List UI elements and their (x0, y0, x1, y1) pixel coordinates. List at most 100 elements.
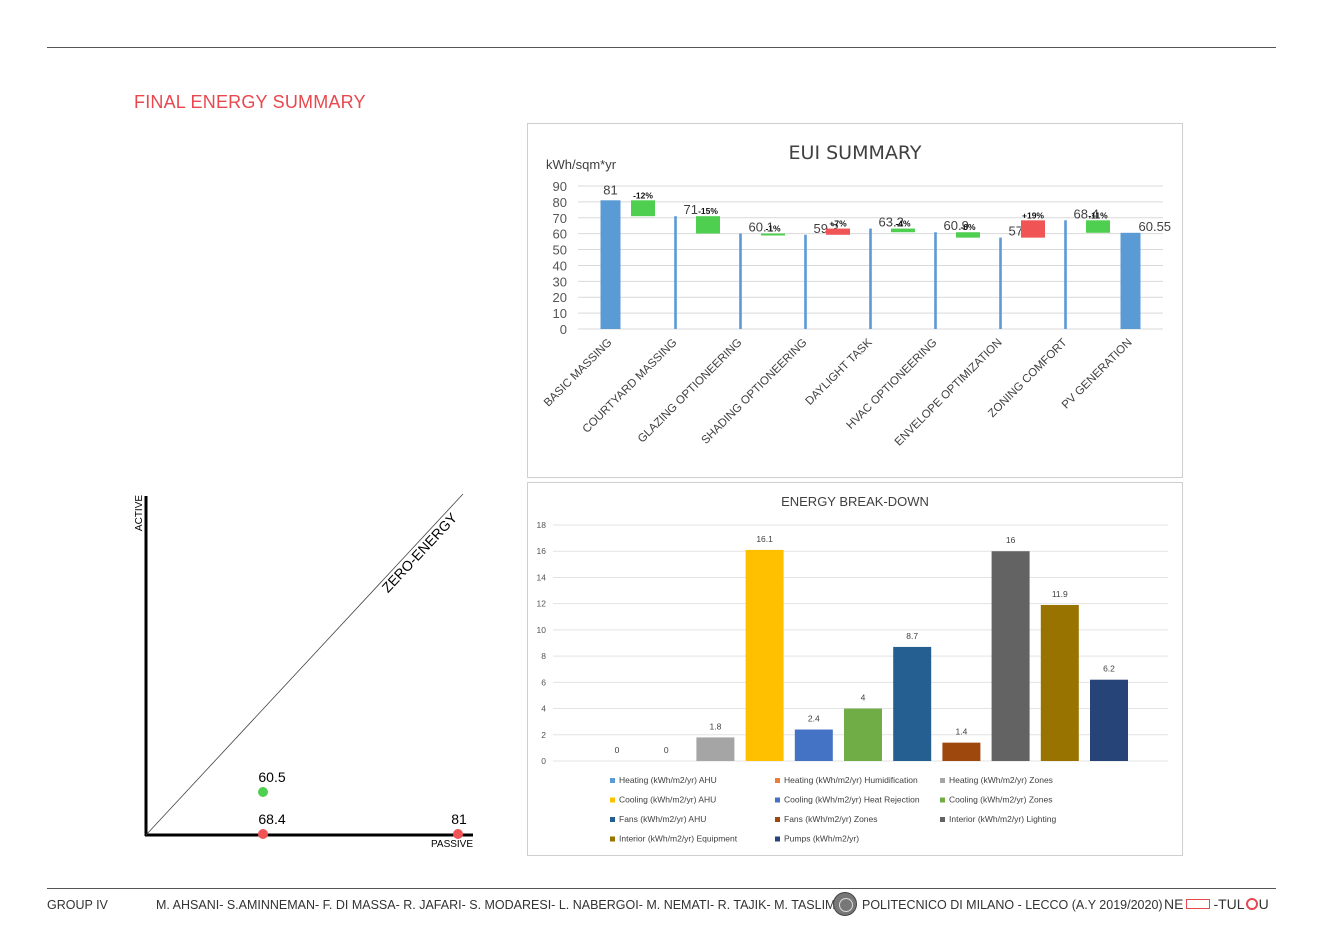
group-label: GROUP IV (47, 898, 108, 912)
eui-bar (999, 237, 1002, 329)
eui-y-tick-label: 0 (560, 322, 567, 337)
energy-y-tick-label: 6 (541, 677, 546, 687)
energy-legend-label: Cooling (kWh/m2/yr) AHU (619, 795, 716, 805)
energy-bar (745, 549, 784, 761)
energy-y-tick-label: 18 (537, 520, 547, 530)
energy-legend-swatch (610, 797, 615, 803)
eui-change-label: -6% (960, 222, 976, 232)
eui-change-block (696, 216, 720, 234)
active-axis-label: ACTIVE (134, 495, 145, 531)
energy-legend-swatch (775, 817, 780, 822)
bottom-rule (47, 888, 1276, 889)
eui-change-block (956, 232, 980, 238)
eui-change-label: +19% (1022, 210, 1044, 220)
eui-value-label: 81 (603, 182, 617, 197)
eui-change-label: -1% (765, 224, 781, 234)
university-seal-icon (833, 892, 857, 916)
eui-value-label: 63.2 (879, 215, 904, 230)
energy-y-tick-label: 10 (537, 625, 547, 635)
eui-bar (600, 200, 621, 329)
energy-breakdown-svg: ENERGY BREAK-DOWN 0 2 4 6 8 10 12 14 16 18 0 0 1.8 16.… (537, 494, 1168, 844)
energy-value-label: 2.4 (808, 714, 820, 724)
energy-legend-swatch (940, 778, 945, 783)
energy-legend-swatch (610, 817, 615, 822)
eui-bar (1120, 232, 1141, 329)
energy-legend-label: Heating (kWh/m2/yr) Humidification (784, 775, 918, 785)
eui-change-label: -11% (1088, 210, 1108, 220)
eui-summary-chart: EUI SUMMARY kWh/sqm*yr 0 10 20 30 40 50 60 70 80 90… (527, 123, 1183, 478)
energy-bar (893, 646, 932, 761)
eui-change-label: -12% (633, 190, 653, 200)
logo-text-right: -TUL (1213, 896, 1245, 912)
eui-y-tick-label: 30 (553, 274, 567, 289)
eui-summary-svg: EUI SUMMARY kWh/sqm*yr 0102030405060708090… (542, 142, 1172, 449)
energy-breakdown-chart: ENERGY BREAK-DOWN 0 2 4 6 8 10 12 14 16 18 0 0 1.8 16.… (527, 482, 1183, 856)
scatter-point (258, 787, 268, 797)
top-rule (47, 47, 1276, 48)
eui-change-block (826, 228, 850, 235)
authors-list: M. AHSANI- S.AMINNEMAN- F. DI MASSA- R. … (156, 898, 839, 912)
logo-box-icon (1186, 899, 1211, 909)
eui-category-label: DAYLIGHT TASK (803, 336, 874, 407)
energy-legend-swatch (775, 836, 780, 842)
eui-category-label: BASIC MASSING (542, 337, 615, 410)
energy-value-label: 16 (1006, 535, 1016, 545)
eui-value-label: 60.55 (1139, 219, 1172, 234)
eui-y-tick-label: 40 (553, 258, 567, 273)
energy-legend-label: Fans (kWh/m2/yr) Zones (784, 814, 878, 824)
logo-ring-icon (1245, 898, 1258, 910)
energy-value-label: 8.7 (906, 631, 918, 641)
scatter-point-label: 81 (451, 811, 467, 827)
eui-y-tick-label: 10 (553, 306, 567, 321)
eui-y-tick-label: 50 (553, 243, 567, 258)
eui-bar (674, 216, 677, 329)
energy-y-tick-label: 14 (537, 572, 547, 582)
energy-y-tick-label: 0 (541, 756, 546, 766)
eui-category-label: GLAZING OPTIONEERING (636, 337, 745, 446)
eui-change-label: +7% (829, 219, 847, 229)
energy-value-label: 0 (615, 745, 620, 755)
eui-y-axis-label: kWh/sqm*yr (546, 157, 617, 172)
logo-text-end: U (1258, 896, 1269, 912)
energy-legend-swatch (610, 836, 615, 842)
energy-legend-label: Interior (kWh/m2/yr) Lighting (949, 814, 1056, 824)
energy-legend-label: Fans (kWh/m2/yr) AHU (619, 814, 706, 824)
energy-legend-label: Cooling (kWh/m2/yr) Heat Rejection (784, 795, 920, 805)
energy-value-label: 0 (664, 745, 669, 755)
energy-bar (794, 729, 833, 761)
energy-legend-swatch (775, 778, 780, 783)
eui-y-tick-label: 90 (553, 179, 567, 194)
energy-legend-swatch (775, 797, 780, 803)
eui-value-label: 60.1 (749, 220, 774, 235)
energy-value-label: 1.8 (709, 721, 721, 731)
eui-bar (1064, 220, 1067, 329)
eui-y-tick-label: 20 (553, 290, 567, 305)
eui-category-label: ENVELOPE OPTIMIZATION (893, 337, 1005, 449)
logo-text-left: NE (1164, 896, 1184, 912)
eui-bar (869, 228, 872, 329)
eui-y-tick-label: 70 (553, 211, 567, 226)
page-title: FINAL ENERGY SUMMARY (134, 92, 366, 112)
energy-value-label: 1.4 (955, 727, 967, 737)
eui-value-label: 68.4 (1074, 206, 1099, 221)
energy-value-label: 11.9 (1052, 589, 1068, 599)
eui-change-block (761, 233, 785, 236)
eui-change-block (1086, 220, 1110, 233)
energy-y-tick-label: 8 (541, 651, 546, 661)
energy-bar (942, 742, 981, 761)
eui-change-block (631, 200, 655, 217)
eui-bar (739, 233, 742, 329)
passive-axis-label: PASSIVE (431, 839, 473, 850)
eui-change-block (891, 228, 915, 233)
energy-bar (696, 737, 735, 761)
energy-value-label: 4 (861, 693, 866, 703)
eui-y-tick-label: 80 (553, 195, 567, 210)
energy-bar (1090, 679, 1128, 761)
eui-bar (804, 234, 807, 329)
energy-legend-swatch (610, 778, 615, 783)
scatter-point-label: 60.5 (258, 769, 285, 785)
eui-bar (934, 232, 937, 329)
eui-value-label: 71 (684, 202, 698, 217)
scatter-point (258, 829, 268, 839)
energy-bar (844, 708, 882, 761)
